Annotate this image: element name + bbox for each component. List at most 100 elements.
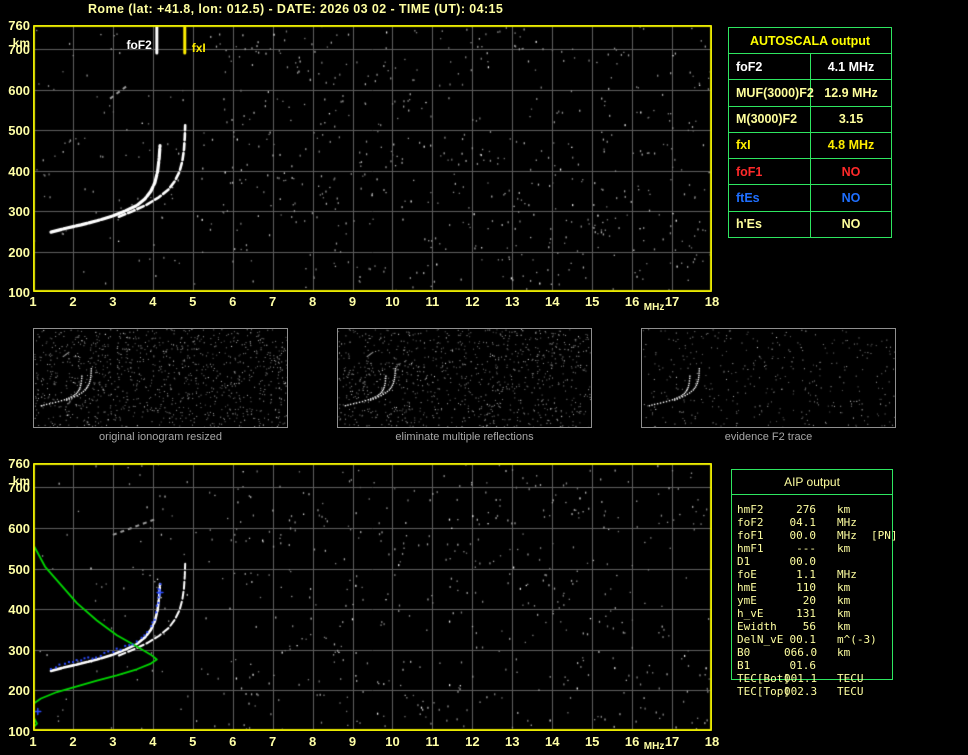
axis-label-km: km bbox=[12, 474, 30, 488]
aip-row-DelNvE: DelN_vE 00.1 m^(-3) bbox=[737, 633, 957, 646]
aip-row-hmF2: hmF2 276 km bbox=[737, 503, 957, 516]
aip-row-label: Ewidth bbox=[737, 620, 777, 633]
autoscala-row-label: ftEs bbox=[729, 185, 811, 211]
aip-row-hmF1: hmF1 --- km bbox=[737, 542, 957, 555]
axis-tick-label: 8 bbox=[308, 294, 317, 309]
autoscala-row-value: NO bbox=[841, 164, 861, 179]
aip-row-value: 131 bbox=[796, 607, 816, 620]
autoscala-row-label: foF1 bbox=[729, 159, 811, 185]
aip-row-label: foF2 bbox=[737, 516, 764, 529]
axis-tick-label: 9 bbox=[348, 294, 357, 309]
aip-row-label: D1 bbox=[737, 555, 751, 568]
autoscala-row-value: 4.1 MHz bbox=[827, 59, 875, 74]
aip-row-value: 001.1 bbox=[784, 672, 818, 685]
aip-row-foE: foE 1.1 MHz bbox=[737, 568, 957, 581]
axis-tick-label: 700 bbox=[8, 480, 30, 496]
aip-row-hmE: hmE 110 km bbox=[737, 581, 957, 594]
aip-row-label: TEC[Bot] bbox=[737, 672, 790, 685]
thumbnail-eliminate-reflections bbox=[337, 328, 592, 428]
aip-row-unit: km bbox=[837, 542, 851, 555]
aip-row-label: ymE bbox=[737, 594, 757, 607]
aip-row-label: foE bbox=[737, 568, 757, 581]
aip-row-D1: D1 00.0 bbox=[737, 555, 957, 568]
axis-tick-label: 5 bbox=[189, 734, 197, 749]
aip-row-unit: TECU bbox=[837, 672, 864, 685]
aip-row-label: B1 bbox=[737, 659, 751, 672]
autoscala-row-label: foF2 bbox=[729, 54, 811, 80]
ionogram-top-canvas bbox=[33, 25, 712, 292]
aip-title: AIP output bbox=[732, 470, 892, 495]
autoscala-row-value: 4.8 MHz bbox=[827, 138, 875, 153]
aip-row-unit: km bbox=[837, 594, 851, 607]
axis-tick-label: 17 bbox=[664, 734, 680, 749]
aip-row-label: hmF1 bbox=[737, 542, 764, 555]
autoscala-row-label: M(3000)F2 bbox=[729, 106, 811, 132]
axis-tick-label: 100 bbox=[8, 724, 30, 739]
aip-panel: AIP output bbox=[731, 469, 893, 680]
aip-row-unit: km bbox=[837, 503, 851, 516]
autoscala-row-MUF3000F2: MUF(3000)F2 12.9 MHz bbox=[729, 80, 891, 107]
axis-label-km: km bbox=[12, 36, 30, 50]
axis-tick-label: 500 bbox=[8, 561, 30, 577]
axis-tick-label: 100 bbox=[8, 285, 30, 300]
autoscala-row-value: NO bbox=[841, 191, 861, 206]
axis-tick-label: 14 bbox=[545, 294, 560, 309]
axis-tick-label: 200 bbox=[8, 244, 30, 260]
axis-tick-label: 760 bbox=[8, 18, 30, 33]
autoscala-row-label: fxI bbox=[729, 132, 811, 159]
axis-tick-label: 300 bbox=[8, 204, 30, 220]
aip-row-value: 00.0 bbox=[789, 529, 817, 542]
autoscala-row-foF1: foF1 NO bbox=[729, 159, 891, 186]
axis-tick-label: 2 bbox=[69, 294, 77, 309]
autoscala-panel: AUTOSCALA output foF2 4.1 MHz MUF(3000)F2 1… bbox=[728, 27, 892, 238]
axis-tick-label: 3 bbox=[109, 734, 117, 749]
station-title: Rome (lat: +41.8, lon: 012.5) - DATE: 20… bbox=[88, 2, 504, 16]
axis-tick-label: 14 bbox=[545, 734, 560, 749]
thumbnail-caption: evidence F2 trace bbox=[724, 431, 813, 443]
axis-tick-label: 11 bbox=[425, 294, 440, 309]
aip-row-label: foF1 bbox=[737, 529, 764, 542]
autoscala-row-value: 12.9 MHz bbox=[824, 85, 878, 100]
aip-row-foF2: foF2 04.1 MHz bbox=[737, 516, 957, 529]
aip-row-value: 002.3 bbox=[784, 685, 818, 698]
axis-label-mhz: MHz bbox=[643, 741, 665, 752]
aip-row-value: 20 bbox=[802, 594, 816, 607]
aip-row-B0: B0 066.0 km bbox=[737, 646, 957, 659]
aip-row-value: 066.0 bbox=[784, 646, 818, 659]
aip-row-extra: [PN] bbox=[871, 529, 898, 542]
axis-tick-label: 600 bbox=[8, 82, 30, 98]
aip-row-unit: km bbox=[837, 620, 851, 633]
thumbnail-original-ionogram bbox=[33, 328, 288, 428]
axis-tick-label: 11 bbox=[425, 734, 440, 749]
aip-row-foF1: foF1 00.0 MHz [PN] bbox=[737, 529, 957, 542]
axis-tick-label: 12 bbox=[465, 294, 480, 309]
autoscala-row-fxI: fxI 4.8 MHz bbox=[729, 132, 891, 160]
aip-row-label: TEC[Top] bbox=[737, 685, 790, 698]
thumbnail-original-canvas bbox=[34, 329, 287, 427]
aip-row-unit: TECU bbox=[837, 685, 864, 698]
aip-row-value: 1.1 bbox=[796, 568, 816, 581]
aip-row-unit: km bbox=[837, 646, 851, 659]
aip-row-value: 276 bbox=[796, 503, 816, 516]
thumbnail-evidence-f2 bbox=[641, 328, 896, 428]
aip-row-value: 01.6 bbox=[789, 659, 817, 672]
aip-row-value: 110 bbox=[796, 581, 816, 594]
autoscala-title: AUTOSCALA output bbox=[729, 28, 891, 54]
aip-row-label: hmE bbox=[737, 581, 757, 594]
axis-tick-label: 200 bbox=[8, 683, 30, 699]
aip-row-TECTop: TEC[Top] 002.3 TECU bbox=[737, 685, 957, 698]
axis-tick-label: 8 bbox=[308, 734, 317, 749]
aip-row-value: 04.1 bbox=[789, 516, 817, 529]
aip-row-value: --- bbox=[796, 542, 816, 555]
axis-tick-label: 16 bbox=[624, 734, 640, 749]
autoscala-row-value: NO bbox=[841, 217, 861, 232]
autoscala-row-foF2: foF2 4.1 MHz bbox=[729, 54, 891, 81]
axis-tick-label: 15 bbox=[584, 294, 600, 309]
autoscala-row-value: 3.15 bbox=[838, 112, 864, 127]
aip-row-unit: m^(-3) bbox=[837, 633, 877, 646]
axis-tick-label: 13 bbox=[505, 734, 520, 749]
aip-rows: hmF2 276 km foF2 04.1 MHz foF1 00.0 MHz [PN] hmF1 -… bbox=[737, 503, 957, 698]
axis-tick-label: 15 bbox=[584, 734, 600, 749]
fxi-marker-label: fxI bbox=[191, 41, 206, 55]
thumbnail-caption: eliminate multiple reflections bbox=[395, 431, 534, 443]
